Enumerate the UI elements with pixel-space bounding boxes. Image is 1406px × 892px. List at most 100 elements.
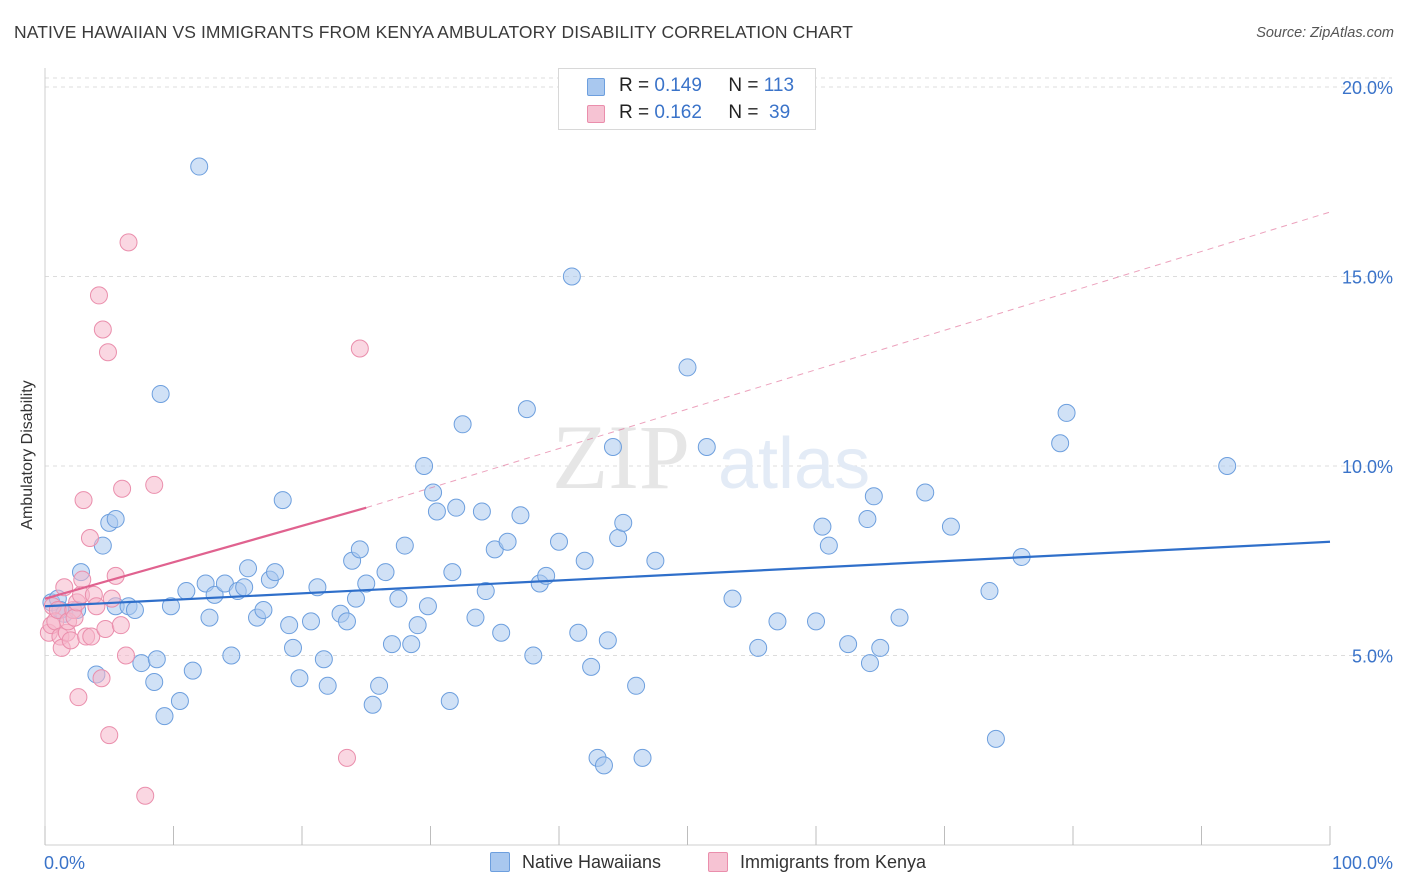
point-native-hawaiian — [864, 487, 883, 506]
point-native-hawaiian — [363, 695, 382, 714]
point-kenya — [111, 616, 130, 635]
chart-title: NATIVE HAWAIIAN VS IMMIGRANTS FROM KENYA… — [14, 22, 854, 42]
point-kenya — [337, 748, 356, 767]
point-native-hawaiian — [200, 608, 219, 627]
point-native-hawaiian — [986, 729, 1005, 748]
watermark-zip: ZIP — [552, 406, 690, 508]
point-native-hawaiian — [337, 612, 356, 631]
axes — [44, 68, 1331, 846]
point-native-hawaiian — [614, 513, 633, 532]
point-native-hawaiian — [1051, 434, 1070, 453]
legend-r-value: 0.149 — [654, 75, 702, 96]
point-native-hawaiian — [389, 589, 408, 608]
point-native-hawaiian — [723, 589, 742, 608]
point-native-hawaiian — [376, 563, 395, 582]
point-native-hawaiian — [941, 517, 960, 536]
point-kenya — [136, 786, 155, 805]
point-native-hawaiian — [350, 540, 369, 559]
point-native-hawaiian — [807, 612, 825, 631]
point-native-hawaiian — [633, 748, 652, 767]
point-native-hawaiian — [408, 616, 427, 635]
point-native-hawaiian — [106, 510, 125, 529]
point-native-hawaiian — [318, 676, 337, 695]
y-tick-label: 5.0% — [1352, 646, 1393, 666]
legend-item-kenya: Immigrants from Kenya — [708, 852, 926, 873]
point-native-hawaiian — [916, 483, 935, 502]
point-native-hawaiian — [646, 551, 665, 570]
point-native-hawaiian — [402, 635, 421, 654]
point-native-hawaiian — [346, 589, 365, 608]
point-native-hawaiian — [447, 498, 466, 517]
legend-item-native-hawaiians: Native Hawaiians — [490, 852, 661, 873]
y-axis-label: Ambulatory Disability — [19, 380, 36, 530]
point-native-hawaiian — [145, 673, 164, 692]
point-native-hawaiian — [415, 456, 434, 475]
point-native-hawaiian — [170, 691, 189, 710]
point-native-hawaiian — [511, 506, 530, 525]
point-native-hawaiian — [205, 585, 224, 604]
point-kenya — [82, 627, 101, 646]
point-native-hawaiian — [839, 635, 858, 654]
point-native-hawaiian — [443, 563, 462, 582]
point-native-hawaiian — [235, 578, 254, 597]
point-native-hawaiian — [768, 612, 787, 631]
legend-n-label: N = — [728, 102, 759, 123]
legend-r-value: 0.162 — [654, 102, 702, 123]
point-native-hawaiian — [594, 756, 613, 775]
point-native-hawaiian — [749, 638, 768, 657]
point-native-hawaiian — [424, 483, 443, 502]
point-native-hawaiian — [427, 502, 446, 521]
point-native-hawaiian — [603, 438, 622, 457]
point-native-hawaiian — [860, 654, 879, 673]
point-native-hawaiian — [370, 676, 389, 695]
point-kenya — [74, 491, 93, 510]
point-native-hawaiian — [472, 502, 491, 521]
point-native-hawaiian — [609, 528, 628, 547]
point-kenya — [89, 286, 108, 305]
point-native-hawaiian — [382, 635, 401, 654]
point-native-hawaiian — [254, 601, 273, 620]
point-kenya — [96, 619, 115, 638]
point-kenya — [61, 631, 80, 650]
legend-swatch-blue — [490, 852, 510, 872]
legend-r-label: R = — [619, 75, 650, 96]
watermark-atlas: atlas — [718, 424, 870, 504]
point-native-hawaiian — [284, 638, 303, 657]
legend-swatch-blue — [587, 78, 605, 96]
point-kenya — [116, 646, 135, 665]
legend-swatch-pink — [587, 105, 605, 123]
trend-line-kenya — [44, 506, 367, 600]
point-native-hawaiian — [266, 563, 285, 582]
point-native-hawaiian — [280, 616, 299, 635]
x-tick-label: 100.0% — [1332, 853, 1393, 873]
point-native-hawaiian — [1218, 456, 1237, 475]
point-kenya — [93, 320, 112, 339]
y-tick-label: 15.0% — [1342, 267, 1393, 287]
point-native-hawaiian — [239, 559, 258, 578]
point-native-hawaiian — [813, 517, 832, 536]
point-native-hawaiian — [222, 646, 241, 665]
point-native-hawaiian — [418, 597, 437, 616]
point-native-hawaiian — [190, 157, 209, 176]
point-kenya — [92, 669, 111, 688]
point-kenya — [65, 608, 84, 627]
point-kenya — [119, 233, 138, 252]
trend-line-native-hawaiians — [44, 540, 1331, 608]
point-kenya — [113, 479, 132, 498]
point-native-hawaiian — [476, 582, 495, 601]
point-native-hawaiian — [858, 510, 877, 529]
point-native-hawaiian — [314, 650, 333, 669]
point-native-hawaiian — [575, 551, 594, 570]
point-native-hawaiian — [517, 400, 536, 419]
point-native-hawaiian — [183, 661, 202, 680]
point-native-hawaiian — [440, 691, 459, 710]
point-native-hawaiian — [569, 623, 588, 642]
point-native-hawaiian — [161, 597, 180, 616]
point-native-hawaiian — [177, 582, 196, 601]
point-native-hawaiian — [147, 650, 166, 669]
tick-labels: 5.0% 10.0% 15.0% 20.0% 0.0% 100.0% — [44, 78, 1393, 873]
point-native-hawaiian — [453, 415, 472, 434]
source-label: Source: ZipAtlas.com — [1256, 25, 1394, 41]
point-native-hawaiian — [155, 707, 174, 726]
